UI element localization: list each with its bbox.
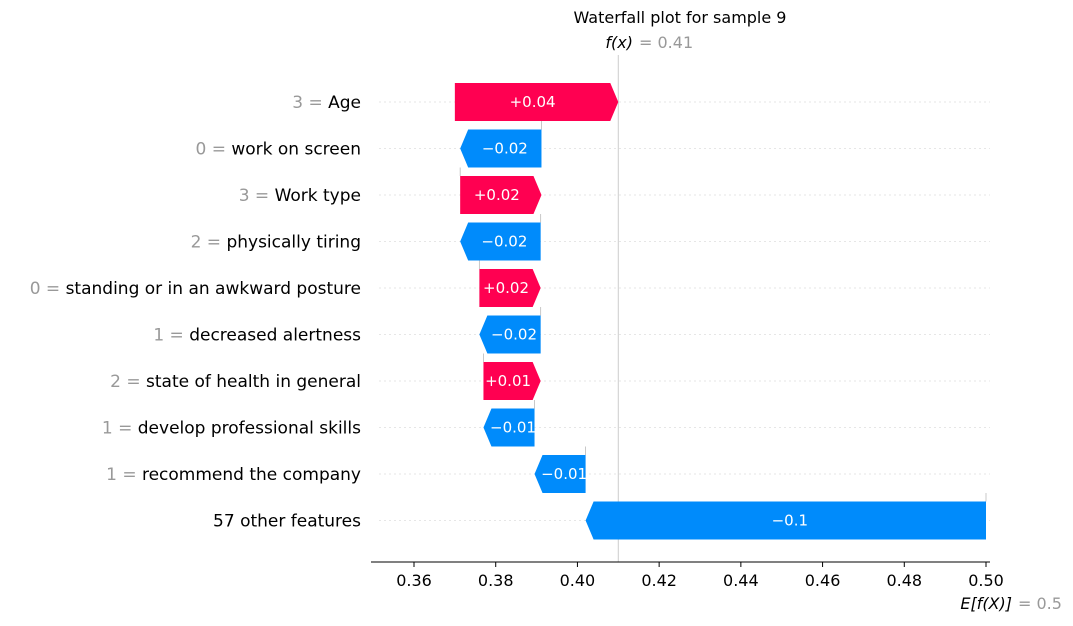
feature-label: 0 = work on screen (195, 140, 361, 160)
feature-name: decreased alertness (189, 326, 361, 346)
base-label: E[f(X)] (960, 594, 1012, 613)
fx-value: = 0.41 (639, 33, 693, 52)
bar-value-label: −0.02 (481, 233, 527, 251)
feature-label: 2 = physically tiring (191, 233, 361, 253)
feature-label: 3 = Age (292, 93, 361, 113)
feature-label: 0 = standing or in an awkward posture (30, 279, 361, 299)
x-axis: 0.36 0.38 0.40 0.42 0.44 0.46 0.48 0.50 (371, 561, 1004, 590)
feature-value: 1 = (153, 326, 189, 346)
feature-label: 1 = decreased alertness (153, 326, 361, 346)
waterfall-bar (585, 501, 986, 540)
bar-value-label: +0.02 (483, 279, 529, 297)
waterfall-bar (460, 129, 542, 168)
feature-value: 0 = (30, 279, 66, 299)
waterfall-bar (483, 362, 541, 400)
bar-value-label: −0.01 (541, 465, 587, 483)
bar-value-label: −0.02 (482, 140, 528, 158)
feature-label: 1 = recommend the company (106, 465, 361, 485)
feature-value: 3 = (292, 93, 328, 113)
x-tick-label: 0.46 (805, 571, 841, 590)
feature-name: physically tiring (226, 233, 361, 253)
feature-name: 57 other features (213, 512, 361, 532)
bar-value-label: −0.1 (772, 512, 808, 530)
feature-label: 2 = state of health in general (110, 372, 361, 392)
chart-title: Waterfall plot for sample 9 (574, 8, 787, 27)
bar-value-label: +0.04 (510, 93, 556, 111)
feature-name: Work type (275, 186, 361, 206)
feature-name: standing or in an awkward posture (66, 279, 361, 299)
feature-label: 1 = develop professional skills (102, 419, 361, 439)
x-tick-label: 0.44 (723, 571, 759, 590)
x-tick-label: 0.38 (478, 571, 514, 590)
waterfall-bar (483, 408, 535, 447)
feature-value: 1 = (102, 419, 138, 439)
x-tick-label: 0.36 (396, 571, 432, 590)
feature-value: 2 = (110, 372, 146, 392)
feature-name: state of health in general (146, 372, 361, 392)
x-tick-label: 0.48 (886, 571, 922, 590)
waterfall-bar (479, 315, 541, 354)
waterfall-bar (454, 83, 619, 121)
feature-label: 57 other features (213, 512, 361, 532)
waterfall-bar (460, 222, 541, 261)
bar-value-label: +0.01 (485, 372, 531, 390)
feature-labels: 3 = Age 0 = work on screen 3 = Work type 2 … (30, 93, 361, 532)
feature-label: 3 = Work type (239, 186, 361, 206)
waterfall-bar (460, 176, 542, 214)
waterfall-bar (479, 269, 541, 307)
bar-value-label: −0.02 (491, 326, 537, 344)
feature-name: Age (328, 93, 361, 113)
feature-value: 0 = (195, 140, 231, 160)
bars-layer: +0.04 −0.02 +0.02 −0.02 +0.02 −0.02 +0.01 −0.01… (454, 83, 987, 540)
fx-label: f(x) (605, 33, 633, 52)
feature-name: recommend the company (142, 465, 361, 485)
bar-value-label: +0.02 (474, 186, 520, 204)
x-tick-label: 0.40 (560, 571, 596, 590)
x-tick-label: 0.42 (641, 571, 677, 590)
x-tick-label: 0.50 (968, 571, 1004, 590)
bar-value-label: −0.01 (490, 419, 536, 437)
feature-name: work on screen (231, 140, 361, 160)
fx-annotation: f(x) = 0.41 (605, 33, 693, 52)
feature-value: 1 = (106, 465, 142, 485)
waterfall-bar (534, 455, 586, 493)
feature-value: 3 = (239, 186, 275, 206)
base-annotation: E[f(X)] = 0.5 (960, 594, 1062, 613)
feature-value: 2 = (191, 233, 227, 253)
feature-name: develop professional skills (138, 419, 361, 439)
base-value: = 0.5 (1018, 594, 1062, 613)
